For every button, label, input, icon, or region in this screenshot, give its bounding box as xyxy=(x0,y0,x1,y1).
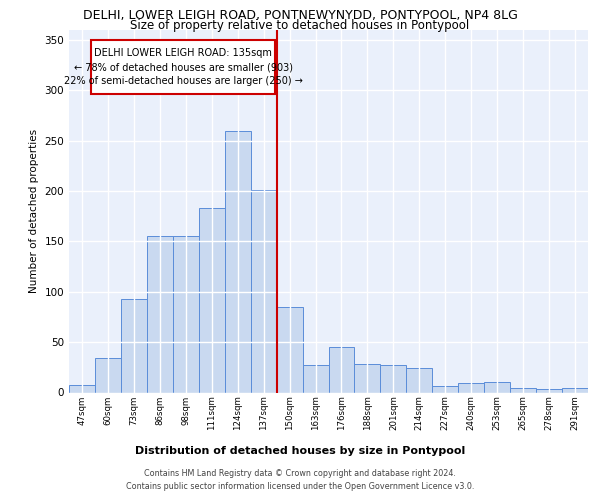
Bar xyxy=(277,307,302,392)
Bar xyxy=(562,388,588,392)
Bar xyxy=(121,299,147,392)
Bar xyxy=(433,386,458,392)
Bar xyxy=(173,236,199,392)
Bar xyxy=(147,236,173,392)
Text: DELHI LOWER LEIGH ROAD: 135sqm
← 78% of detached houses are smaller (903)
22% of: DELHI LOWER LEIGH ROAD: 135sqm ← 78% of … xyxy=(64,48,302,86)
FancyBboxPatch shape xyxy=(91,40,275,94)
Bar xyxy=(536,390,562,392)
Text: Size of property relative to detached houses in Pontypool: Size of property relative to detached ho… xyxy=(130,19,470,32)
Bar xyxy=(225,130,251,392)
Y-axis label: Number of detached properties: Number of detached properties xyxy=(29,129,39,294)
Bar xyxy=(251,190,277,392)
Bar xyxy=(329,347,355,393)
Bar xyxy=(355,364,380,392)
Text: DELHI, LOWER LEIGH ROAD, PONTNEWYNYDD, PONTYPOOL, NP4 8LG: DELHI, LOWER LEIGH ROAD, PONTNEWYNYDD, P… xyxy=(83,9,517,22)
Bar xyxy=(510,388,536,392)
Bar xyxy=(484,382,510,392)
Bar xyxy=(458,384,484,392)
Bar xyxy=(406,368,432,392)
Bar xyxy=(69,386,95,392)
Bar xyxy=(302,366,329,392)
Bar xyxy=(380,366,406,392)
Text: Distribution of detached houses by size in Pontypool: Distribution of detached houses by size … xyxy=(135,446,465,456)
Bar xyxy=(199,208,224,392)
Bar xyxy=(95,358,121,392)
Text: Contains HM Land Registry data © Crown copyright and database right 2024.
Contai: Contains HM Land Registry data © Crown c… xyxy=(126,470,474,491)
